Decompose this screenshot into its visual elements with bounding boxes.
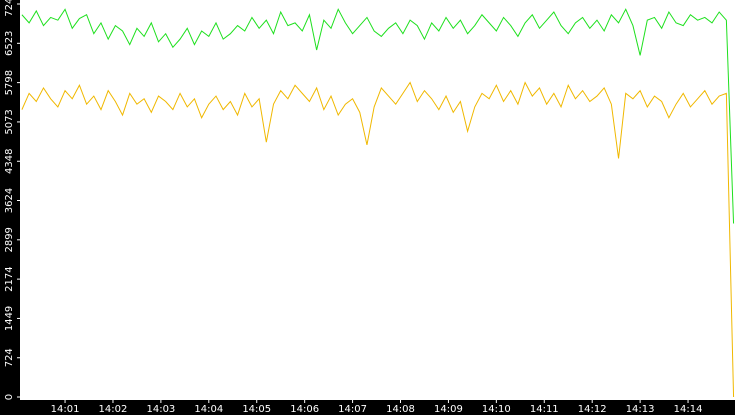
x-tick-label: 14:10 — [482, 404, 511, 415]
x-tick-label: 14:14 — [674, 404, 703, 415]
y-tick-label: 5073 — [4, 109, 15, 134]
x-tick-label: 14:08 — [386, 404, 415, 415]
x-axis-strip — [0, 400, 735, 415]
x-tick-label: 14:09 — [434, 404, 463, 415]
series-line — [21, 81, 735, 398]
y-tick-label: 5798 — [4, 70, 15, 95]
x-tick-label: 14:13 — [626, 404, 655, 415]
y-tick-label: 4348 — [4, 149, 15, 174]
x-tick-label: 14:03 — [146, 404, 175, 415]
x-tick-label: 14:01 — [51, 404, 80, 415]
y-tick-label: 724 — [4, 348, 15, 367]
y-tick-label: 1449 — [4, 306, 15, 331]
x-tick-label: 14:05 — [242, 404, 271, 415]
y-tick-label: 6523 — [4, 31, 15, 56]
y-tick-label: 0 — [4, 394, 15, 400]
x-tick-label: 14:02 — [99, 404, 128, 415]
x-tick-label: 14:07 — [338, 404, 367, 415]
y-tick-label: 2174 — [4, 266, 15, 291]
y-axis-strip — [0, 0, 20, 415]
y-tick-label: 3624 — [4, 188, 15, 213]
series-line — [21, 8, 735, 224]
x-tick-label: 14:04 — [194, 404, 223, 415]
x-tick-label: 14:11 — [530, 404, 559, 415]
y-tick-label: 7248 — [4, 0, 15, 17]
y-tick-label: 2899 — [4, 227, 15, 252]
x-tick-label: 14:12 — [578, 404, 607, 415]
x-tick-label: 14:06 — [290, 404, 319, 415]
